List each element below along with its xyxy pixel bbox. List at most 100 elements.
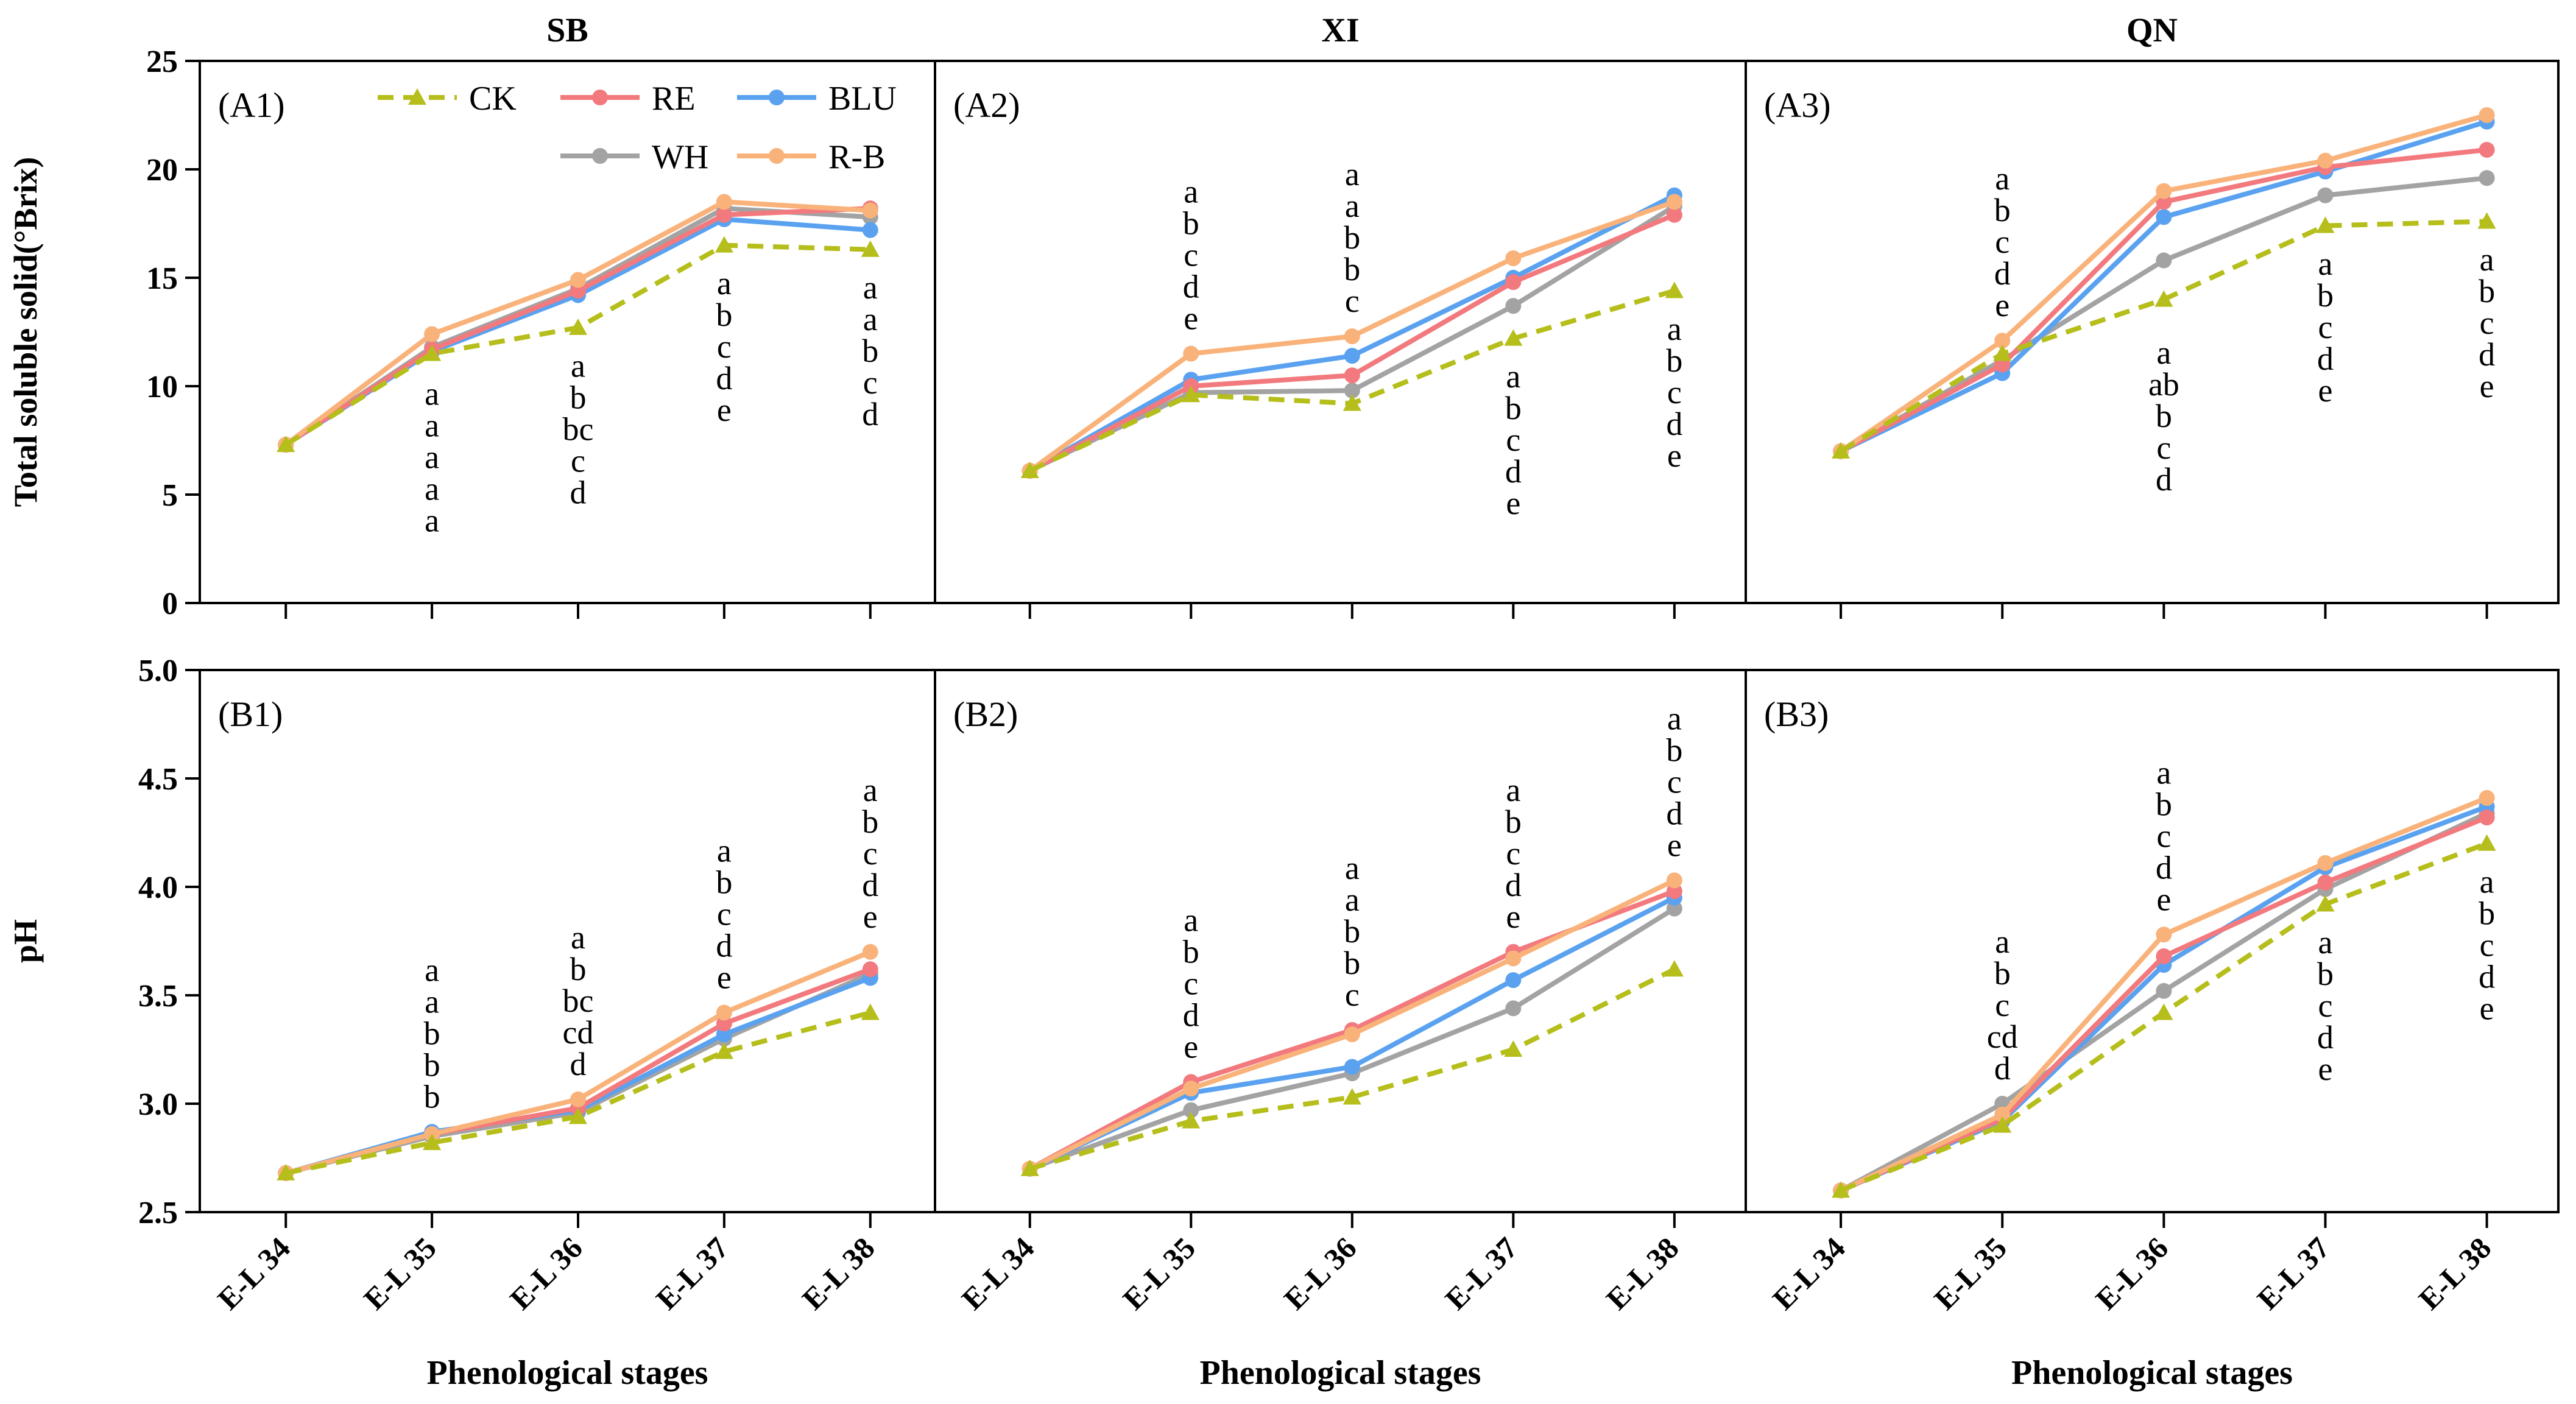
- significance-letter: e: [2156, 881, 2171, 917]
- data-point-ck: [2154, 1003, 2173, 1020]
- significance-letter: d: [862, 396, 878, 432]
- significance-letter: b: [2317, 277, 2334, 314]
- data-point-wh: [1505, 298, 1522, 314]
- significance-letter: a: [863, 301, 878, 337]
- significance-letter: b: [1505, 390, 1522, 426]
- data-point-r-b: [2317, 855, 2334, 871]
- significance-letter: b: [1994, 192, 2011, 228]
- significance-letter: a: [425, 471, 439, 507]
- significance-letter: d: [2156, 849, 2172, 886]
- data-point-re: [2317, 874, 2334, 891]
- y-tick-label: 4.0: [138, 870, 178, 905]
- significance-letter: c: [1667, 374, 1682, 411]
- significance-letter: b: [1183, 205, 1199, 242]
- y-axis-title: Total soluble solid(°Brix): [7, 157, 44, 507]
- significance-letter: d: [1505, 453, 1522, 490]
- panel-frame: [1745, 669, 2560, 1213]
- significance-letter: e: [1995, 287, 2010, 323]
- significance-letter: a: [1667, 311, 1682, 347]
- legend-label-blu: BLU: [828, 80, 897, 118]
- significance-letter: b: [1505, 803, 1522, 840]
- x-tick-label: E-L 37: [1438, 1230, 1524, 1316]
- significance-letter: a: [2318, 924, 2332, 961]
- data-point-wh: [2479, 170, 2495, 186]
- significance-letter: a: [425, 503, 439, 539]
- significance-letter: b: [2317, 956, 2334, 992]
- significance-letter: d: [1505, 867, 1522, 903]
- data-point-ck: [2316, 895, 2335, 912]
- significance-letter: a: [717, 832, 732, 869]
- x-tick-label: E-L 35: [1927, 1230, 2013, 1316]
- panel-label: (A1): [218, 85, 285, 125]
- data-point-r-b: [2317, 152, 2334, 169]
- panel-frame: [199, 669, 936, 1213]
- data-point-ck: [1665, 960, 1684, 977]
- significance-letter: d: [570, 1046, 587, 1082]
- x-tick-label: E-L 38: [1600, 1230, 1685, 1316]
- data-point-r-b: [1183, 345, 1199, 362]
- data-point-wh: [2317, 187, 2334, 203]
- data-point-blu: [1344, 348, 1360, 364]
- panel-b3: E-L 34 E-L 35 E-L 36 E-L 37 E-L 38 (B3) Phenol…: [1745, 669, 2560, 1392]
- significance-letter: d: [716, 360, 732, 397]
- significance-letter: c: [1667, 763, 1682, 800]
- x-tick-label: E-L 37: [649, 1230, 735, 1316]
- data-point-r-b: [1183, 1081, 1199, 1097]
- y-tick-label: 10: [146, 370, 178, 404]
- y-tick-label: 5.0: [138, 654, 178, 688]
- significance-letter: e: [2318, 1051, 2332, 1087]
- significance-letter: a: [863, 269, 878, 306]
- data-point-ck: [1504, 1040, 1523, 1057]
- data-point-ck: [1832, 1181, 1851, 1198]
- y-tick-label: 2.5: [138, 1196, 178, 1230]
- panel-label: (A2): [953, 85, 1020, 125]
- significance-letter: a: [425, 951, 439, 988]
- significance-letter: b: [1344, 945, 1360, 981]
- significance-letter: e: [717, 959, 732, 995]
- significance-letter: a: [1667, 700, 1682, 736]
- data-point-ck: [861, 1003, 880, 1020]
- significance-letter: a: [1995, 923, 2010, 960]
- significance-letter: b: [570, 951, 587, 987]
- significance-letter: d: [1994, 1050, 2011, 1087]
- significance-letter: cd: [563, 1014, 594, 1051]
- legend-marker-wh: [592, 148, 608, 164]
- significance-letter: a: [863, 772, 878, 808]
- significance-letter: c: [717, 895, 732, 932]
- data-point-ck: [1343, 394, 1361, 411]
- data-point-ck: [1182, 1112, 1201, 1129]
- data-point-ck: [1993, 344, 2012, 361]
- significance-letter: a: [2156, 754, 2171, 791]
- significance-letter: b: [424, 1078, 440, 1115]
- panel-b2: E-L 34 E-L 35 E-L 36 E-L 37 E-L 38 (B2) Phenol…: [934, 669, 1747, 1392]
- panel-label: (B2): [953, 694, 1018, 734]
- significance-letter: e: [1667, 437, 1682, 474]
- panel-frame: [934, 60, 1747, 604]
- legend: CK RE BLU WH R-B: [378, 80, 897, 176]
- data-point-r-b: [1994, 333, 2011, 349]
- significance-letter: d: [716, 927, 732, 964]
- data-point-r-b: [1505, 950, 1522, 967]
- significance-letter: d: [1994, 255, 2011, 292]
- data-point-r-b: [570, 1091, 587, 1107]
- legend-label-re: RE: [652, 80, 696, 118]
- data-point-r-b: [2479, 790, 2495, 806]
- data-point-ck: [423, 344, 442, 361]
- data-point-ck: [1182, 386, 1201, 403]
- significance-letter: e: [2480, 990, 2494, 1026]
- significance-letter: d: [2156, 461, 2172, 498]
- panel-label: (B3): [1764, 694, 1829, 734]
- significance-letter: c: [1345, 283, 1360, 319]
- significance-letter: c: [2318, 987, 2332, 1024]
- column-title: QN: [2126, 12, 2178, 49]
- y-tick-label: 3.5: [138, 979, 178, 1014]
- data-point-r-b: [1505, 250, 1522, 266]
- data-point-ck: [2316, 216, 2335, 233]
- significance-letter: e: [1506, 485, 1520, 521]
- data-point-wh: [1344, 383, 1360, 399]
- x-tick-label: E-L 37: [2250, 1230, 2336, 1316]
- significance-letter: c: [1184, 965, 1198, 1001]
- data-point-ck: [861, 240, 880, 257]
- data-point-ck: [569, 318, 588, 335]
